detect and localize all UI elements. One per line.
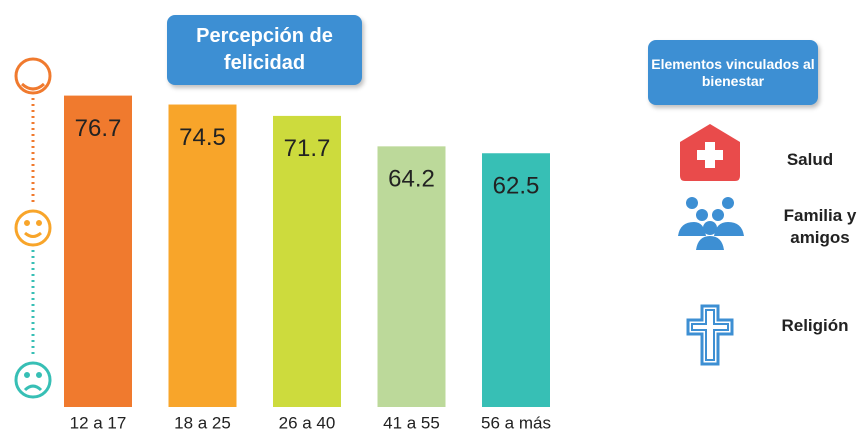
sidebar-item: Salud <box>786 150 834 169</box>
faces <box>14 57 52 399</box>
icons <box>678 124 744 366</box>
bar <box>273 115 341 407</box>
x-tick-label: 56 a más <box>481 413 551 432</box>
bar <box>482 153 550 407</box>
value-label: 71.7 <box>284 135 331 162</box>
bar <box>377 146 446 407</box>
x-tick-label: 26 a 40 <box>279 413 336 432</box>
bar <box>168 104 237 407</box>
value-label: 76.7 <box>75 115 122 142</box>
bar <box>64 95 132 408</box>
value-label: 62.5 <box>493 173 540 200</box>
value-label: 74.5 <box>179 124 226 151</box>
value-label: 64.2 <box>388 166 435 193</box>
x-tick-label: 18 a 25 <box>174 413 231 432</box>
x-tick-label: 12 a 17 <box>70 413 127 432</box>
sidebar-item: Familia y amigos <box>783 206 857 247</box>
sidebar-item: Religión <box>781 316 849 335</box>
x-tick-label: 41 a 55 <box>383 413 440 432</box>
sidebar-title: Elementos vinculados al bienestar <box>648 40 818 105</box>
chart-title: Percepción de felicidad <box>167 15 362 85</box>
